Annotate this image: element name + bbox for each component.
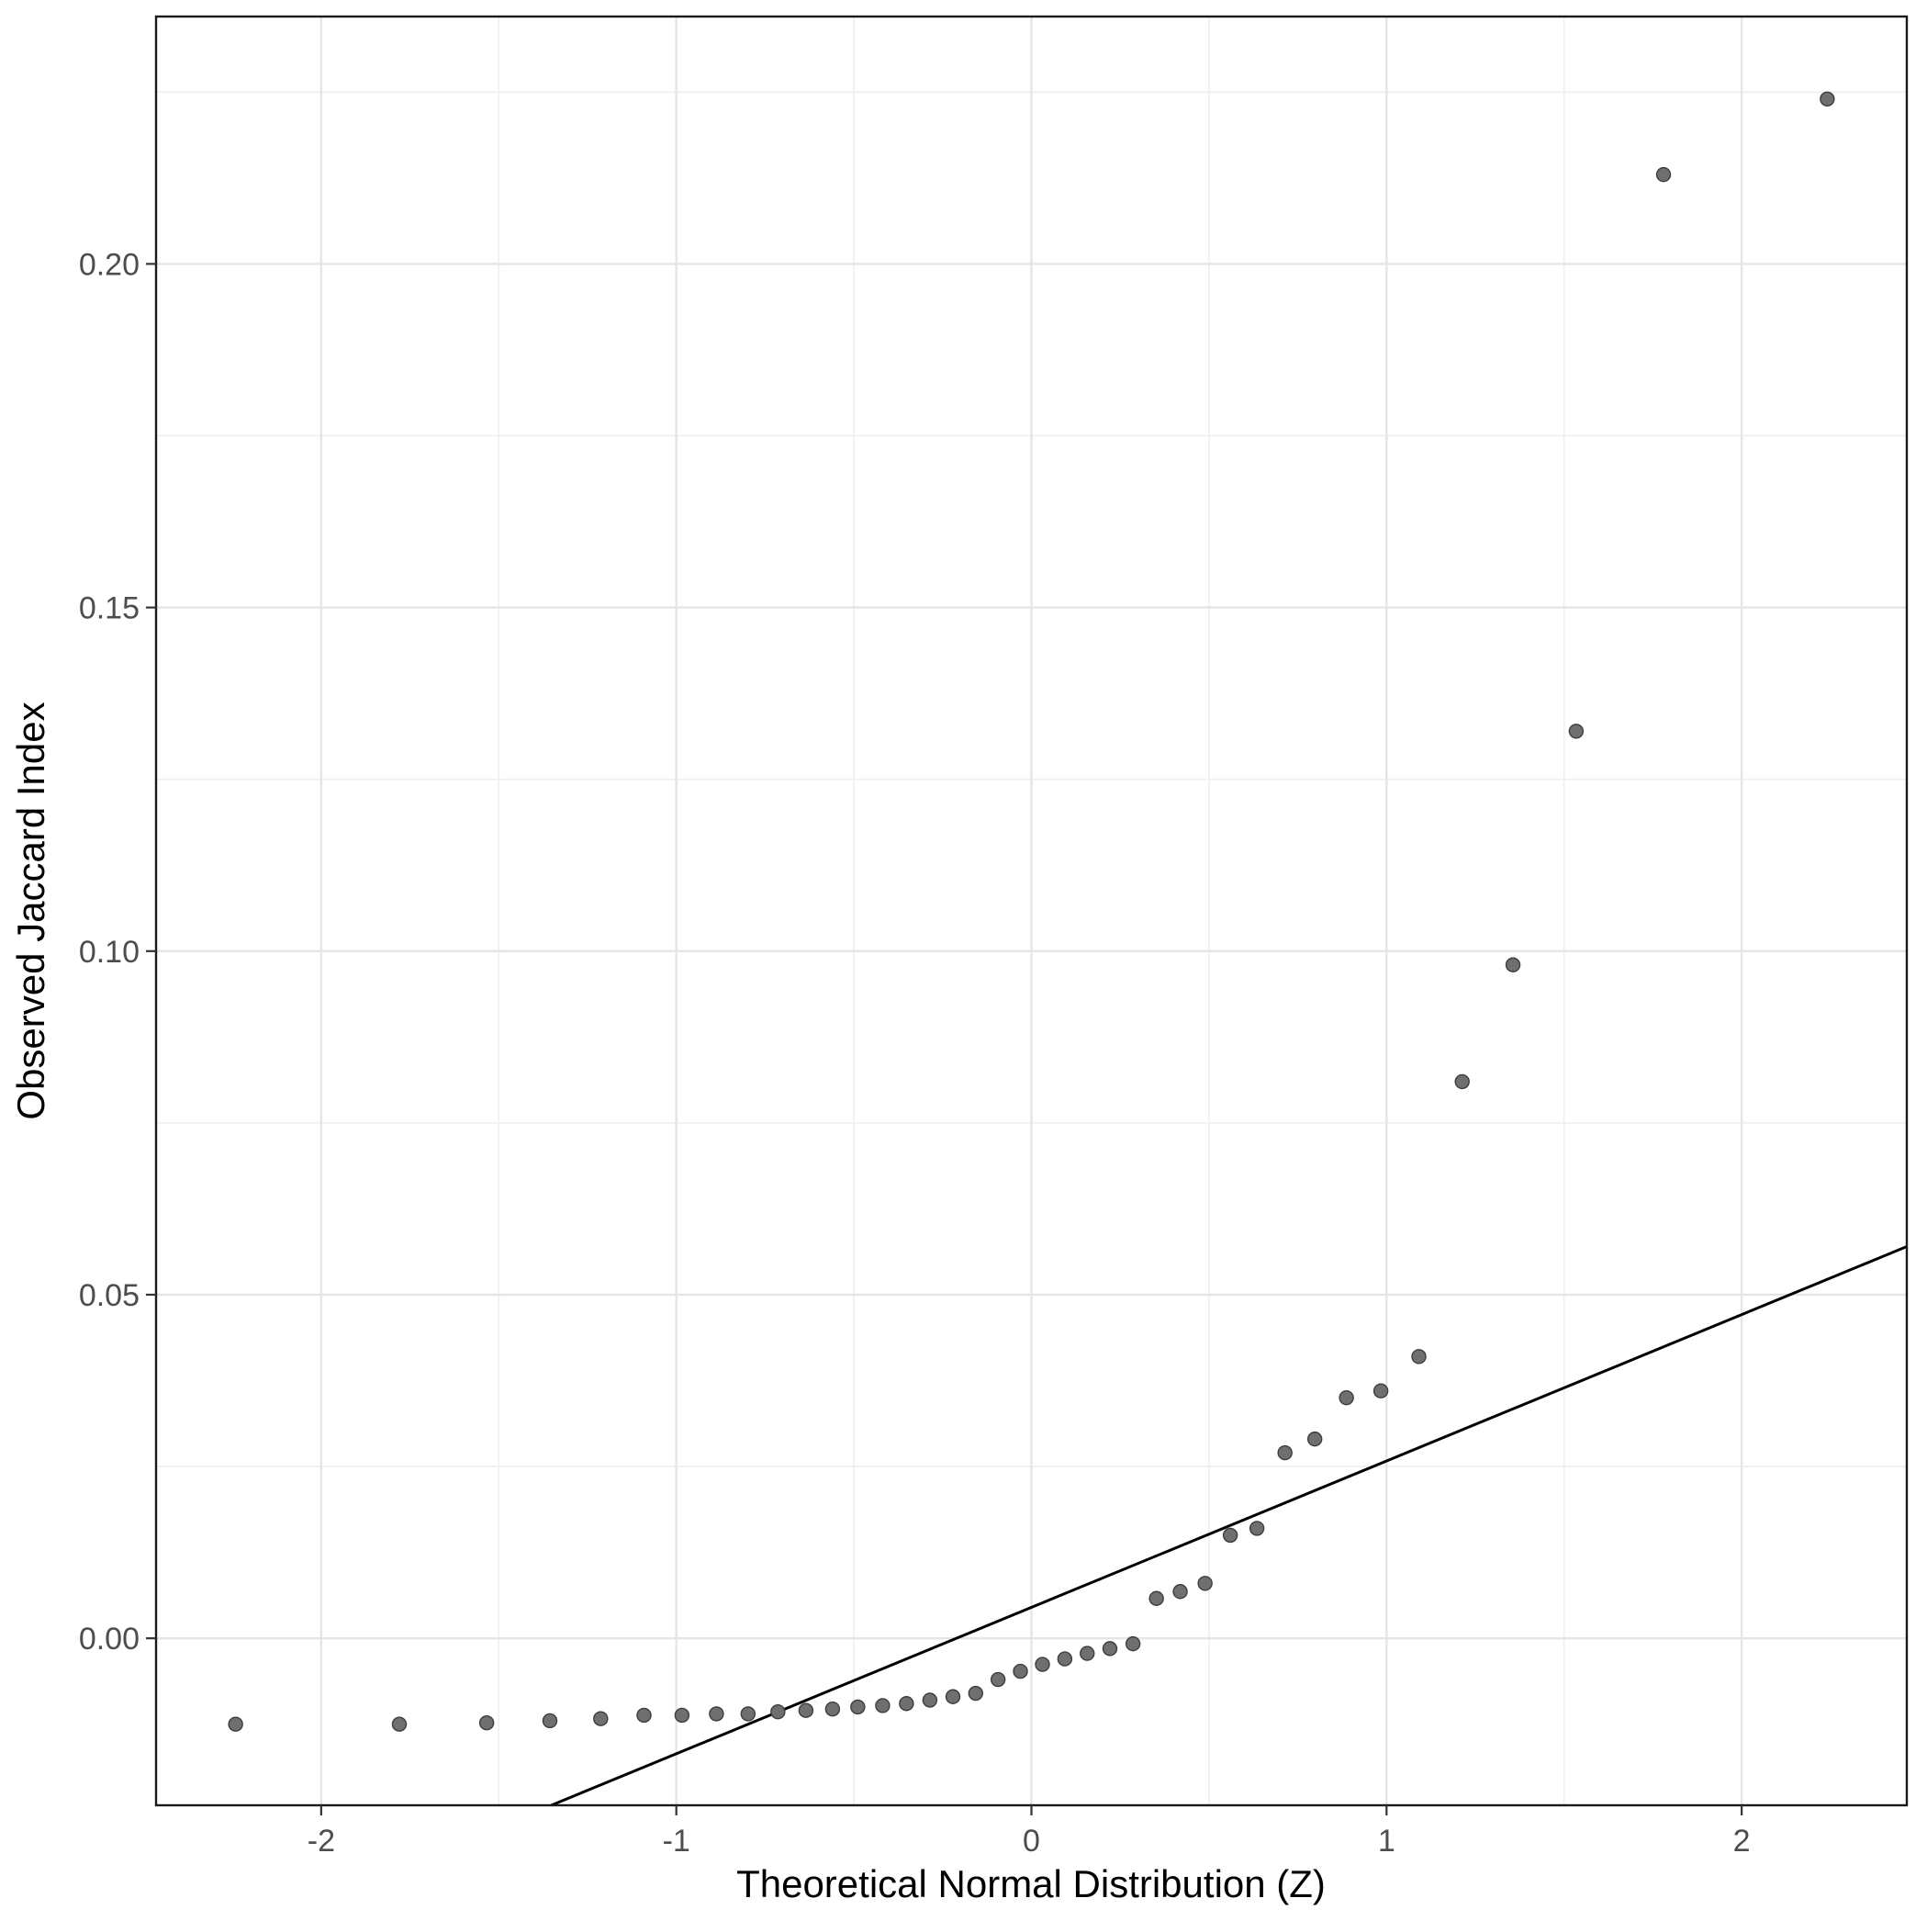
data-point (1568, 724, 1585, 739)
data-point (1035, 1657, 1050, 1672)
y-tick-label: 0.20 (79, 247, 140, 282)
data-point (922, 1692, 938, 1708)
data-point (1655, 166, 1672, 183)
data-point (875, 1698, 891, 1713)
data-point (1306, 1431, 1323, 1447)
data-point (1172, 1584, 1188, 1600)
x-tick-label: -1 (663, 1824, 690, 1859)
data-point (1125, 1635, 1141, 1652)
data-point (740, 1706, 756, 1722)
y-axis-title: Observed Jaccard Index (9, 702, 52, 1119)
data-point (1148, 1590, 1164, 1606)
data-point (636, 1707, 652, 1724)
data-point (674, 1707, 690, 1724)
data-point (968, 1685, 983, 1702)
x-tick-label: 2 (1733, 1824, 1751, 1859)
x-tick-label: 1 (1378, 1824, 1395, 1859)
data-point (850, 1699, 866, 1715)
data-point (391, 1716, 408, 1732)
data-point (709, 1706, 724, 1722)
data-point (899, 1696, 914, 1712)
x-tick-label: 0 (1023, 1824, 1040, 1859)
x-tick-label: -2 (308, 1824, 335, 1859)
data-point (1249, 1521, 1265, 1536)
data-point (1197, 1576, 1213, 1591)
data-point (542, 1713, 558, 1729)
data-point (1013, 1663, 1028, 1679)
y-tick-label: 0.15 (79, 591, 140, 626)
data-point (824, 1702, 841, 1717)
y-tick-label: 0.00 (79, 1622, 140, 1657)
data-point (1057, 1651, 1073, 1667)
data-point (1277, 1444, 1293, 1461)
data-point (770, 1704, 786, 1720)
data-point (1372, 1383, 1389, 1398)
data-point (1454, 1073, 1470, 1090)
data-point (1505, 957, 1521, 972)
data-point (1222, 1527, 1238, 1544)
data-point (798, 1702, 814, 1718)
data-point (1820, 91, 1835, 107)
y-tick-label: 0.05 (79, 1278, 140, 1313)
data-point (1339, 1390, 1354, 1406)
data-point (1102, 1641, 1118, 1657)
y-tick-label: 0.10 (79, 935, 140, 970)
data-point (1080, 1646, 1095, 1661)
data-point (945, 1689, 961, 1704)
plot-layers: -2 -1 0 1 2 0.00 0.05 0.10 0.15 0.20 (79, 15, 1909, 1859)
data-point (990, 1671, 1006, 1688)
data-point (1411, 1349, 1427, 1365)
data-point (478, 1714, 495, 1731)
data-point (228, 1716, 243, 1732)
x-axis-title: Theoretical Normal Distribution (Z) (736, 1862, 1326, 1905)
data-point (593, 1711, 609, 1726)
